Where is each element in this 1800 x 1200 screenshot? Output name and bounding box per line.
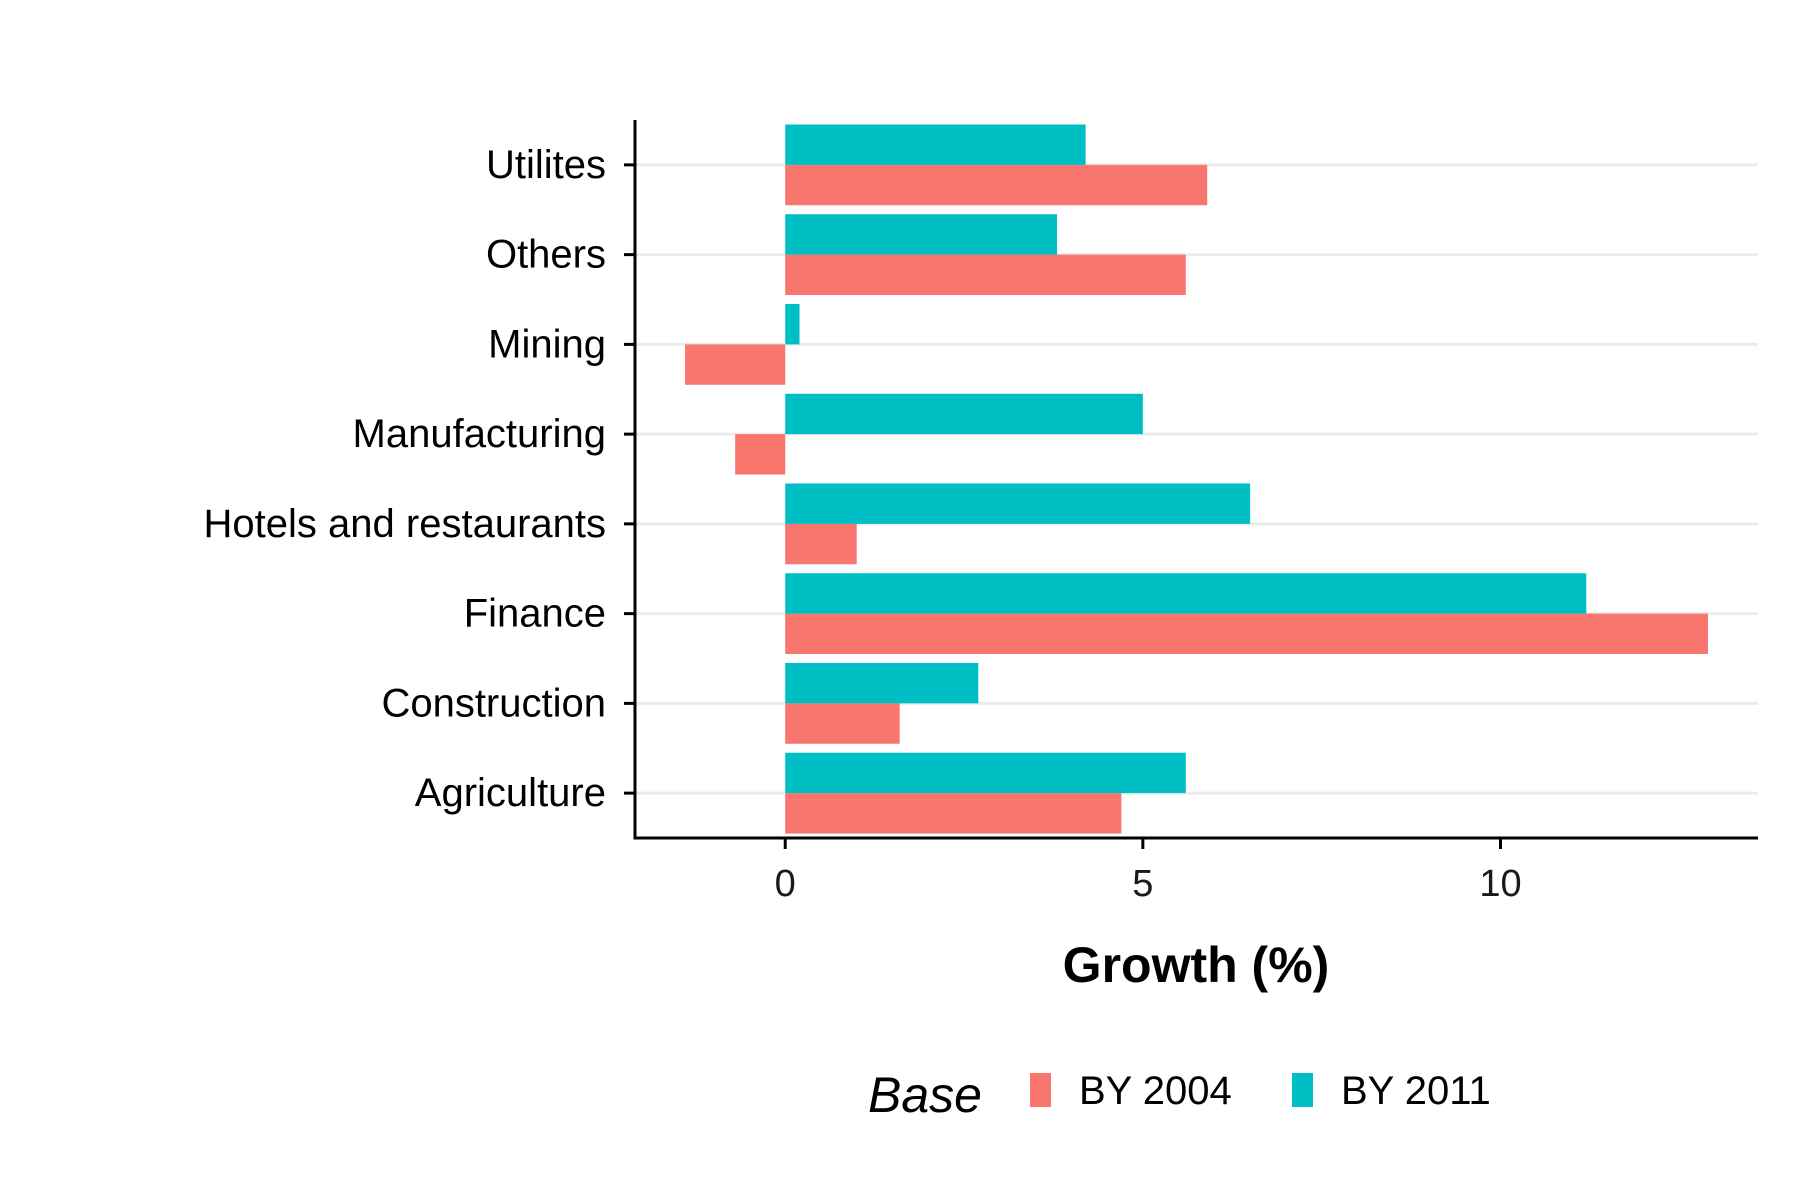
category-label: Agriculture (415, 771, 606, 815)
legend-label-by-2011: BY 2011 (1341, 1069, 1491, 1113)
legend: Base BY 2004 BY 2011 (868, 1067, 1491, 1123)
bars (685, 124, 1708, 834)
category-label: Construction (381, 681, 606, 725)
x-axis-title: Growth (%) (1063, 937, 1330, 993)
bar-by-2004 (785, 703, 900, 744)
legend-items: BY 2004 BY 2011 (1030, 1069, 1491, 1113)
category-label: Manufacturing (353, 412, 606, 456)
bar-by-2004 (785, 523, 857, 565)
category-label: Others (486, 233, 606, 277)
x-tick-label: 10 (1479, 863, 1521, 905)
bar-by-2004 (785, 254, 1186, 296)
bar-by-2011 (785, 214, 1058, 255)
bar-by-2004 (785, 793, 1122, 834)
bar-by-2011 (785, 483, 1251, 524)
category-label: Utilites (486, 143, 606, 187)
legend-key-by-2004 (1030, 1073, 1051, 1107)
bar-by-2004 (735, 434, 786, 475)
bar-by-2011 (785, 124, 1086, 165)
category-label: Hotels and restaurants (204, 502, 606, 546)
bar-by-2004 (685, 344, 786, 385)
bar-by-2011 (785, 303, 800, 345)
category-label: Mining (488, 322, 606, 366)
x-tick-label: 5 (1132, 863, 1153, 905)
legend-key-by-2011 (1292, 1073, 1313, 1107)
axes (624, 120, 1758, 849)
bar-by-2011 (785, 573, 1587, 614)
x-tick-labels: 0 5 10 (775, 863, 1522, 905)
bar-by-2011 (785, 662, 979, 704)
x-tick-label: 0 (775, 863, 796, 905)
bar-by-2011 (785, 752, 1186, 794)
category-label: Finance (464, 592, 606, 636)
bar-by-2004 (785, 164, 1208, 206)
bar-by-2011 (785, 393, 1143, 435)
bar-by-2004 (785, 613, 1708, 655)
category-labels: Utilites Others Mining Manufacturing Hotels … (204, 143, 606, 815)
legend-label-by-2004: BY 2004 (1079, 1069, 1232, 1113)
legend-title: Base (868, 1067, 982, 1123)
